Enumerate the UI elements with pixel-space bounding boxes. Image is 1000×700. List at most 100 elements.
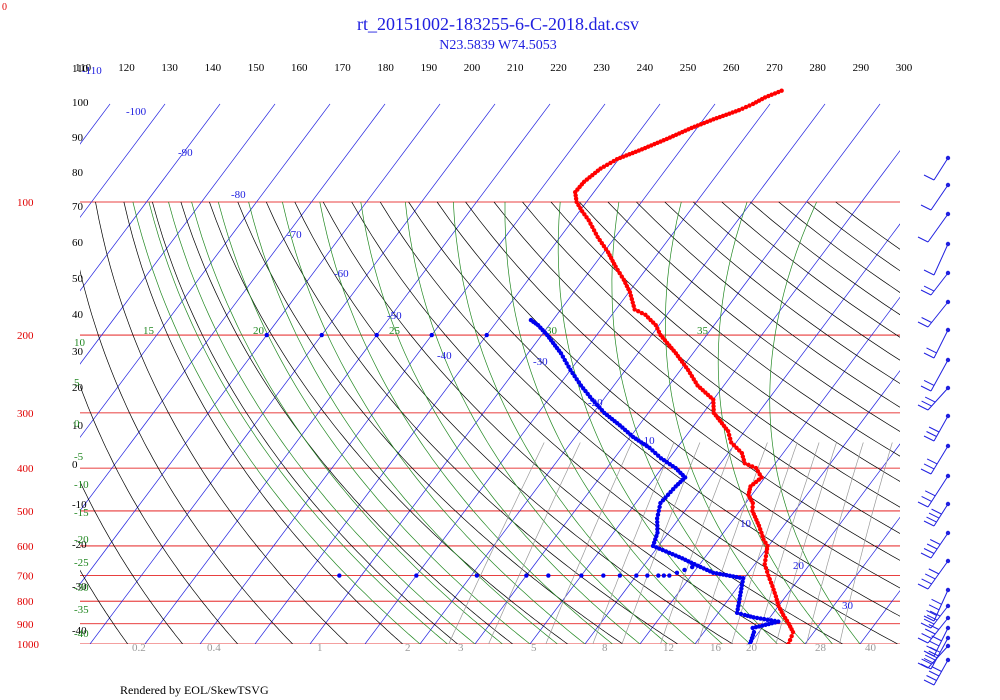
top-tick-label: 150 xyxy=(248,62,265,74)
temperature-point xyxy=(772,91,778,96)
temperature-point xyxy=(773,594,779,599)
dewpoint-point xyxy=(576,380,582,385)
dewpoint-point xyxy=(758,616,763,621)
mixing-ratio-line xyxy=(839,442,893,644)
wind-barb-flag xyxy=(926,431,937,437)
temperature-point xyxy=(728,440,734,445)
wind-barb-staff xyxy=(933,157,949,181)
temperature-point xyxy=(741,457,747,463)
axis-labels: 110 120 130 140 150 160 170 180 190 200 210 220 230 2… xyxy=(17,62,913,654)
dewpoint-point xyxy=(634,573,639,578)
wind-barb-staff xyxy=(933,589,949,622)
dewpoint-point xyxy=(665,492,671,497)
dewpoint-point xyxy=(682,567,687,573)
dewpoint-point xyxy=(668,489,673,495)
dewpoint-point xyxy=(564,361,569,366)
moist-adiabat-line xyxy=(504,202,723,644)
dewpoint-point xyxy=(528,317,534,323)
wind-barb-staff xyxy=(927,387,949,411)
mixing-ratio-label: 8 xyxy=(602,642,608,654)
wind-barb-flag xyxy=(923,435,935,442)
temperature-point xyxy=(601,244,607,249)
moist-top-label: 25 xyxy=(389,325,401,337)
mixing-ratio-line xyxy=(731,442,798,644)
dewpoint-point xyxy=(474,573,480,578)
temperature-point xyxy=(776,89,781,95)
moist-adiabat-line xyxy=(191,201,503,644)
pressure-label: 500 xyxy=(17,506,34,518)
dry-adiabat-line xyxy=(0,202,18,644)
isotherm-line xyxy=(80,103,166,218)
wind-barb-flag xyxy=(923,463,935,470)
temperature-point xyxy=(656,329,662,334)
top-tick-label: 300 xyxy=(896,62,913,74)
isotherm-line xyxy=(89,103,496,644)
moist-adiabat-line xyxy=(717,201,833,644)
left-tick-label: 0 xyxy=(72,459,78,471)
temperature-point xyxy=(740,106,745,111)
dry-adiabat-line xyxy=(237,201,623,644)
temperature-point xyxy=(762,95,768,100)
temperature-point xyxy=(597,237,602,243)
dry-adiabat-line xyxy=(0,202,73,644)
temperature-point xyxy=(727,436,733,441)
top-tick-label: 290 xyxy=(853,62,870,74)
temperature-point xyxy=(593,231,599,236)
dewpoint-point xyxy=(721,572,726,577)
top-tick-label: 280 xyxy=(809,62,826,74)
wind-barb-flag xyxy=(923,285,935,292)
temperature-point xyxy=(617,271,622,276)
wind-barb-flag xyxy=(917,501,929,508)
wind-barb-flag xyxy=(921,400,932,407)
dewpoint-point xyxy=(737,575,743,580)
isotherm-line xyxy=(364,103,771,644)
moist-adiabat-line xyxy=(404,201,668,644)
wind-barb-flag xyxy=(923,174,935,181)
pressure-label: 400 xyxy=(17,463,34,475)
mixing-ratio-label: 0.4 xyxy=(207,642,221,654)
temperature-point xyxy=(763,558,768,563)
temperature-point xyxy=(603,247,609,252)
wind-barb-staff xyxy=(933,503,949,527)
moist-left-label: -40 xyxy=(74,628,89,640)
top-tick-label: 170 xyxy=(334,62,351,74)
wind-barb-flag xyxy=(928,512,940,519)
moist-adiabat-line xyxy=(665,201,806,644)
dewpoint-point xyxy=(667,573,672,578)
isotherm-line xyxy=(309,103,716,644)
mixing-ratio-line xyxy=(775,442,837,644)
dewpoint-point xyxy=(658,500,663,506)
mixing-ratio-line xyxy=(545,442,633,644)
wind-barb-flag xyxy=(924,396,936,403)
mixing-ratio-label: 2 xyxy=(405,642,411,654)
wind-barbs xyxy=(917,155,951,686)
dewpoint-point xyxy=(656,573,661,578)
wind-barb-flag xyxy=(921,317,932,323)
dewpoint-point xyxy=(562,357,567,363)
temperature-point xyxy=(588,221,593,226)
isotherm-line xyxy=(694,370,900,644)
mixing-ratio-line xyxy=(621,442,701,644)
wind-barb-flag xyxy=(923,269,935,276)
dewpoint-point xyxy=(714,571,719,576)
temperature-point xyxy=(750,464,755,469)
dry-adiabat-line xyxy=(436,201,900,589)
isotherm-label: -100 xyxy=(126,106,147,118)
wind-barb-flag xyxy=(923,679,935,686)
dry-adiabat-line xyxy=(351,201,843,644)
wind-barb-flag xyxy=(926,347,937,354)
dewpoint-point xyxy=(601,573,606,578)
wind-barb-flag xyxy=(920,204,932,211)
chart-subtitle: N23.5839 W74.5053 xyxy=(439,38,557,53)
wind-barb-flag xyxy=(928,426,940,433)
dry-adiabat-line xyxy=(95,201,348,644)
left-tick-label: -30 xyxy=(72,581,87,593)
wind-barb-flag xyxy=(924,573,936,580)
dewpoint-point xyxy=(776,619,781,624)
dewpoint-point xyxy=(374,332,379,338)
left-tick-label: 10 xyxy=(72,420,84,432)
dewpoint-point xyxy=(765,617,770,622)
wind-barb-flag xyxy=(921,658,932,665)
dry-adiabat-line xyxy=(806,201,900,272)
dry-adiabat-line xyxy=(408,201,900,617)
